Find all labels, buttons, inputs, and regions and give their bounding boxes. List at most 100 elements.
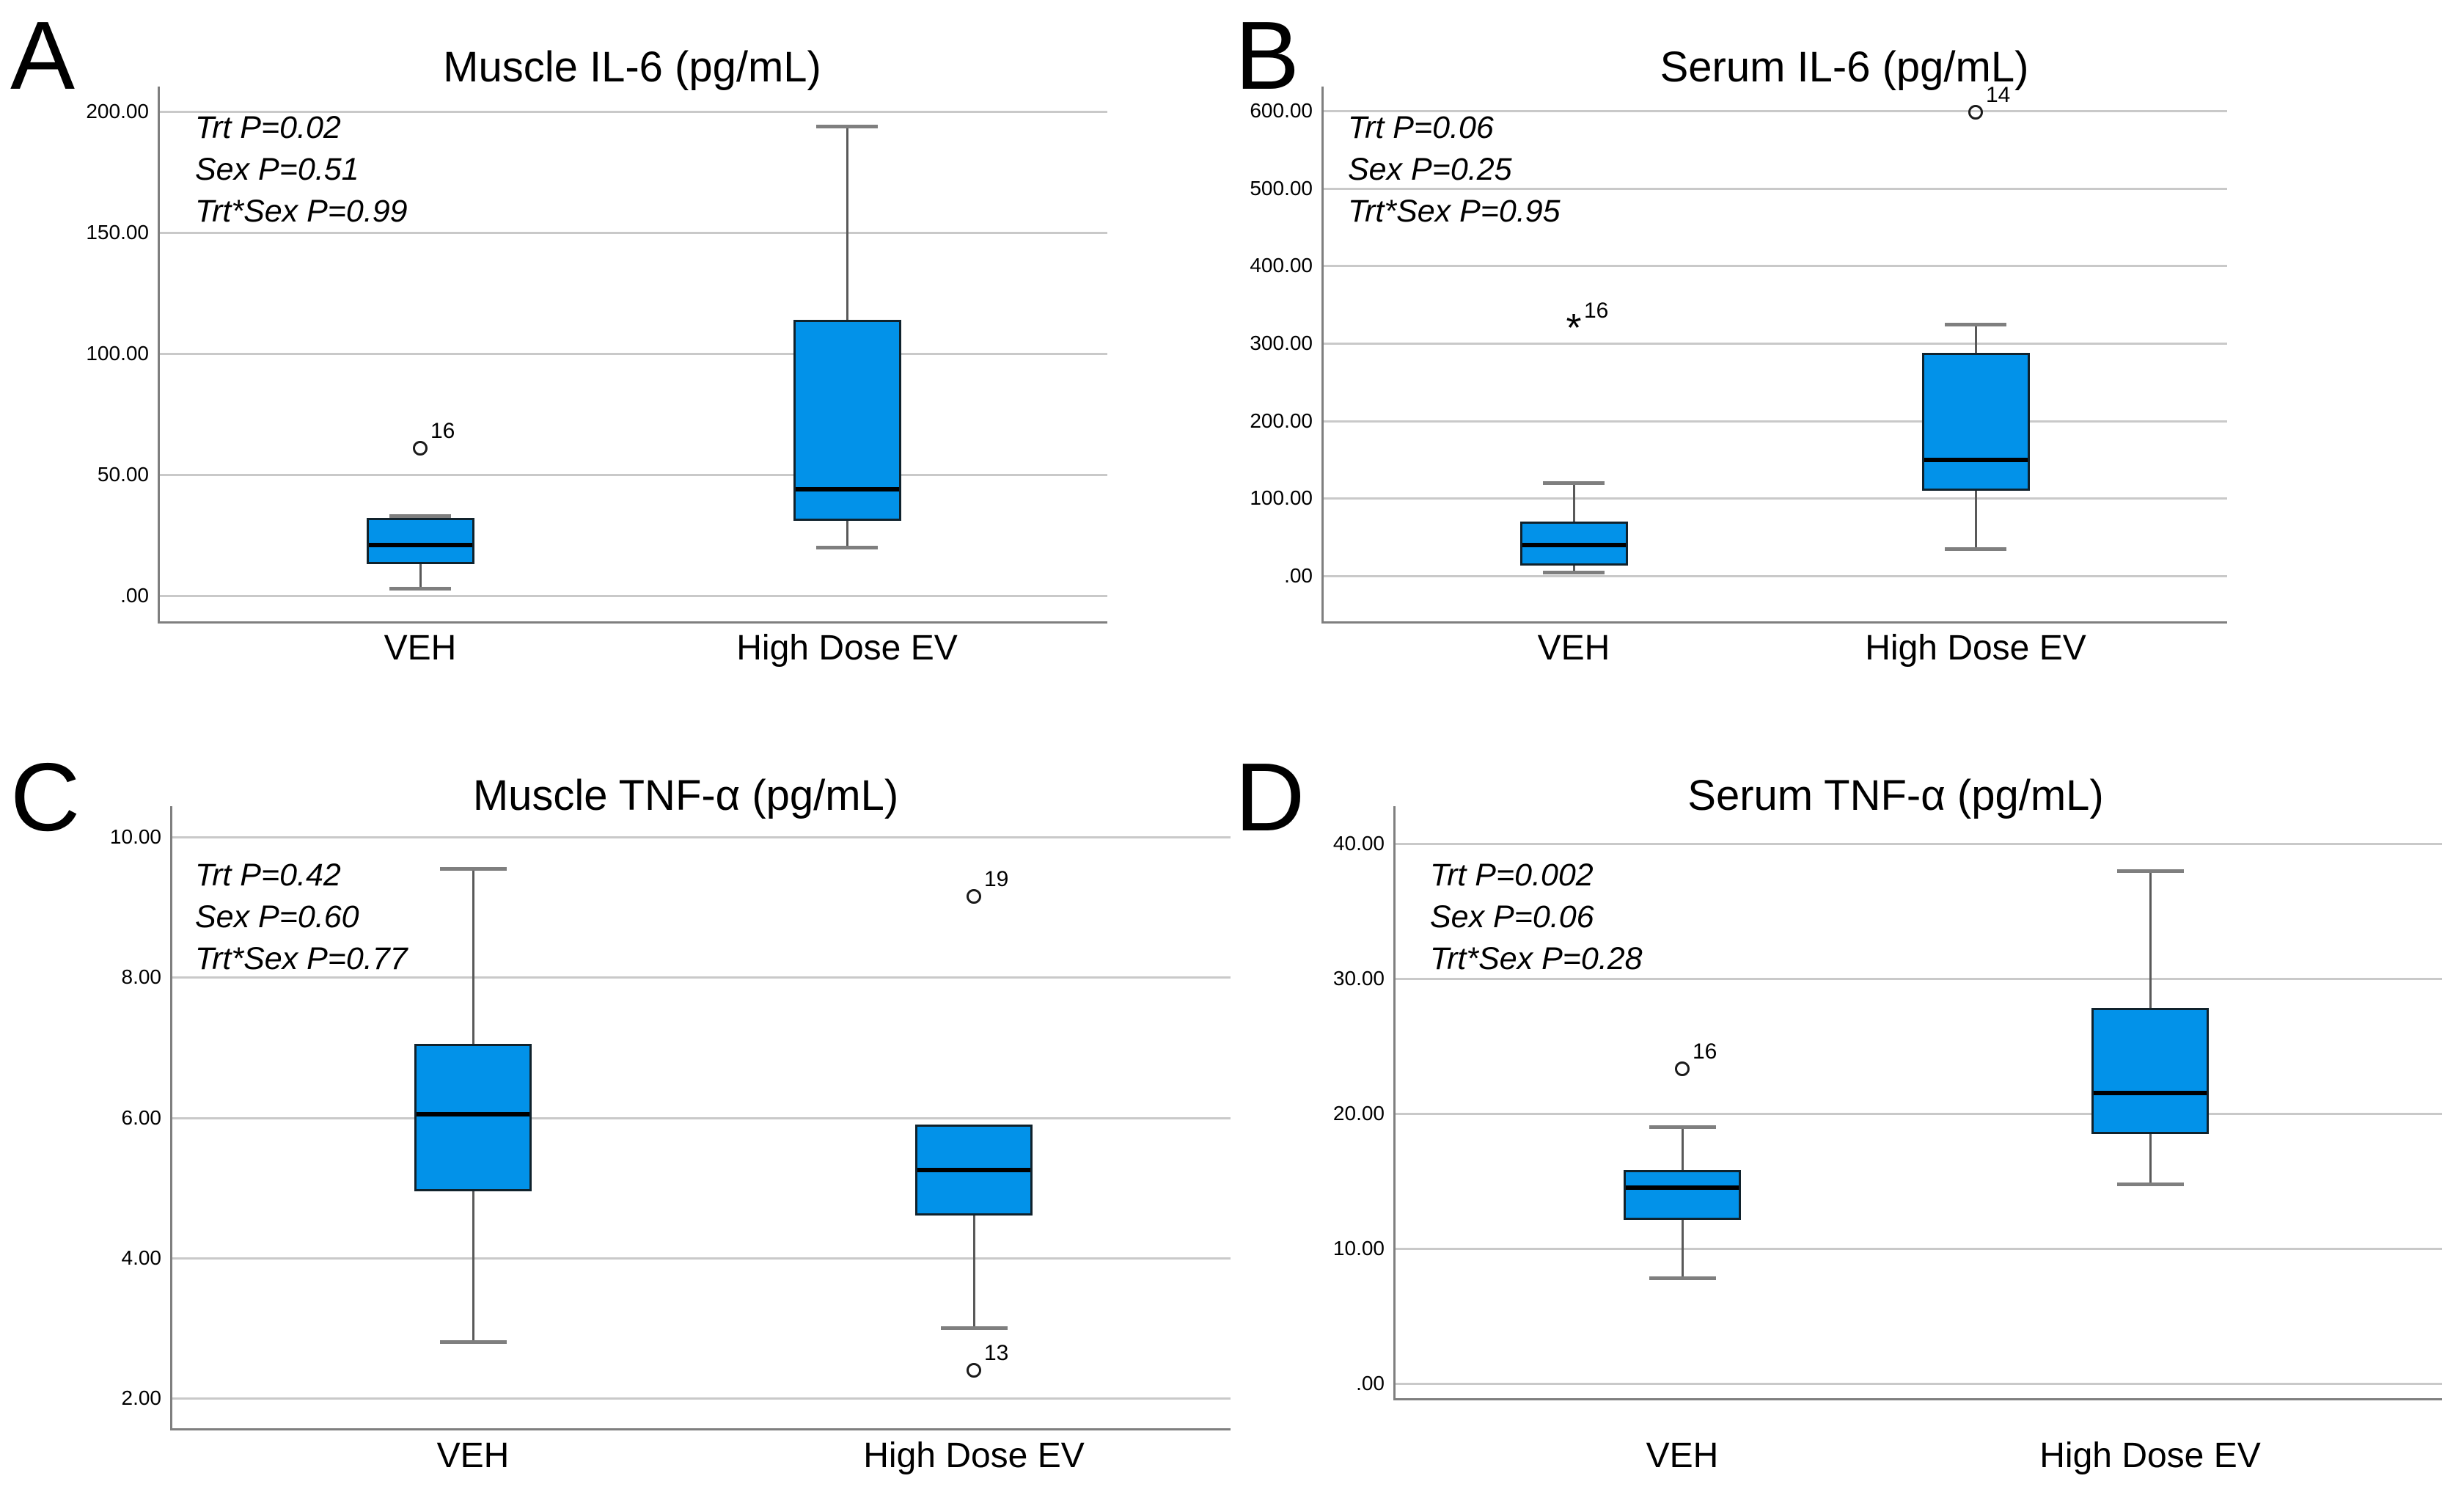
x-axis-line (1393, 1398, 2442, 1400)
median-line (368, 542, 472, 547)
whisker-cap (1945, 547, 2006, 552)
y-tick-label: 20.00 (1332, 1101, 1385, 1125)
y-gridline (170, 1397, 1231, 1400)
outlier-circle-marker (1675, 1061, 1690, 1077)
whisker-cap (1649, 1125, 1716, 1130)
y-tick-label: 10.00 (109, 825, 161, 849)
y-tick-label: .00 (1284, 564, 1313, 588)
y-gridline (1321, 265, 2227, 268)
x-axis-line (158, 621, 1107, 624)
y-tick-label: 500.00 (1250, 176, 1313, 200)
y-tick-label: 6.00 (121, 1105, 162, 1129)
whisker-line (973, 1216, 975, 1328)
y-gridline (170, 836, 1231, 839)
y-gridline (1321, 575, 2227, 578)
y-gridline (170, 1116, 1231, 1119)
panel-title: Serum IL-6 (pg/mL) (1660, 43, 2029, 91)
box (1624, 1170, 1741, 1221)
y-tick-label: 400.00 (1250, 254, 1313, 277)
box (1921, 352, 2030, 491)
stats-annotation: Sex P=0.51 (195, 152, 359, 187)
whisker-line (2149, 1133, 2152, 1184)
panel-letter: D (1235, 743, 1305, 851)
median-line (917, 1168, 1030, 1173)
median-line (795, 486, 899, 491)
whisker-cap (1945, 322, 2006, 326)
whisker-line (419, 564, 422, 589)
whisker-cap (2116, 869, 2184, 873)
x-category-label: High Dose EV (736, 629, 958, 668)
stats-annotation: Trt*Sex P=0.77 (195, 941, 408, 976)
box (414, 1044, 532, 1191)
y-axis-line (158, 87, 160, 622)
y-gridline (158, 474, 1107, 477)
stats-annotation: Sex P=0.60 (195, 899, 359, 935)
whisker-cap (439, 867, 507, 871)
median-line (417, 1111, 529, 1116)
y-gridline (170, 976, 1231, 979)
whisker-cap (940, 1326, 1008, 1331)
whisker-cap (439, 1340, 507, 1345)
y-tick-label: 100.00 (1250, 486, 1313, 510)
whisker-cap (816, 546, 878, 550)
whisker-cap (2116, 1182, 2184, 1186)
whisker-cap (389, 514, 451, 519)
panel-title: Muscle IL-6 (pg/mL) (443, 43, 821, 91)
stats-annotation: Trt P=0.06 (1348, 110, 1494, 145)
stats-annotation: Trt*Sex P=0.95 (1348, 194, 1561, 229)
stats-annotation: Trt P=0.02 (195, 110, 341, 145)
whisker-line (2149, 870, 2152, 1009)
outlier-label: 16 (1584, 298, 1609, 323)
whisker-line (846, 520, 848, 548)
y-axis-line (170, 806, 172, 1429)
panel-b-serum-il6: .00 100.00 200.00 300.00 400.00 500.00 600.00 B… (1232, 0, 2464, 748)
box (366, 518, 474, 565)
median-line (1924, 457, 2028, 462)
y-axis-line (1393, 806, 1396, 1399)
y-tick-label: 200.00 (1250, 409, 1313, 432)
x-axis-line (1321, 621, 2227, 624)
y-gridline (1321, 110, 2227, 113)
y-gridline (1321, 343, 2227, 346)
panel-c-muscle-tnfa: 2.00 4.00 6.00 8.00 10.00 C Muscle TNF-α (pg/m… (0, 748, 1232, 1495)
y-tick-label: 100.00 (86, 342, 149, 365)
x-category-label: VEH (436, 1436, 510, 1475)
whisker-line (1975, 324, 1977, 353)
y-tick-label: 600.00 (1250, 99, 1313, 123)
panel-letter: C (10, 743, 81, 851)
stats-annotation: Trt*Sex P=0.99 (195, 194, 408, 229)
panel-letter: B (1235, 1, 1300, 109)
whisker-line (1573, 566, 1575, 572)
y-gridline (1393, 977, 2442, 980)
y-tick-label: 30.00 (1332, 966, 1385, 990)
whisker-line (1682, 1220, 1684, 1279)
y-gridline (1321, 420, 2227, 423)
y-tick-label: 4.00 (121, 1246, 162, 1269)
outlier-label: 14 (1986, 83, 2011, 108)
whisker-cap (1543, 570, 1605, 574)
outlier-circle-marker (967, 1362, 981, 1378)
whisker-line (1573, 483, 1575, 522)
outlier-circle-marker (413, 440, 428, 456)
y-axis-line (1321, 87, 1324, 622)
y-gridline (1321, 187, 2227, 190)
x-category-label: High Dose EV (863, 1436, 1085, 1475)
outlier-label: 16 (430, 418, 455, 443)
y-tick-label: 10.00 (1332, 1237, 1385, 1260)
y-gridline (158, 353, 1107, 355)
y-gridline (1393, 1112, 2442, 1115)
stats-annotation: Trt P=0.002 (1430, 858, 1594, 893)
panel-d-serum-tnfa: .00 10.00 20.00 30.00 40.00 D Serum TNF-α (pg/… (1232, 748, 2464, 1495)
stats-annotation: Trt P=0.42 (195, 858, 341, 893)
median-line (1626, 1185, 1739, 1191)
stats-annotation: Sex P=0.25 (1348, 152, 1512, 187)
y-tick-label: 8.00 (121, 965, 162, 989)
x-category-label: VEH (1646, 1436, 1719, 1475)
stats-annotation: Trt*Sex P=0.28 (1430, 941, 1643, 976)
whisker-cap (1543, 481, 1605, 486)
y-tick-label: .00 (1356, 1372, 1385, 1395)
y-gridline (158, 595, 1107, 598)
y-gridline (1321, 497, 2227, 500)
y-tick-label: 150.00 (86, 221, 149, 244)
y-tick-label: 2.00 (121, 1386, 162, 1409)
